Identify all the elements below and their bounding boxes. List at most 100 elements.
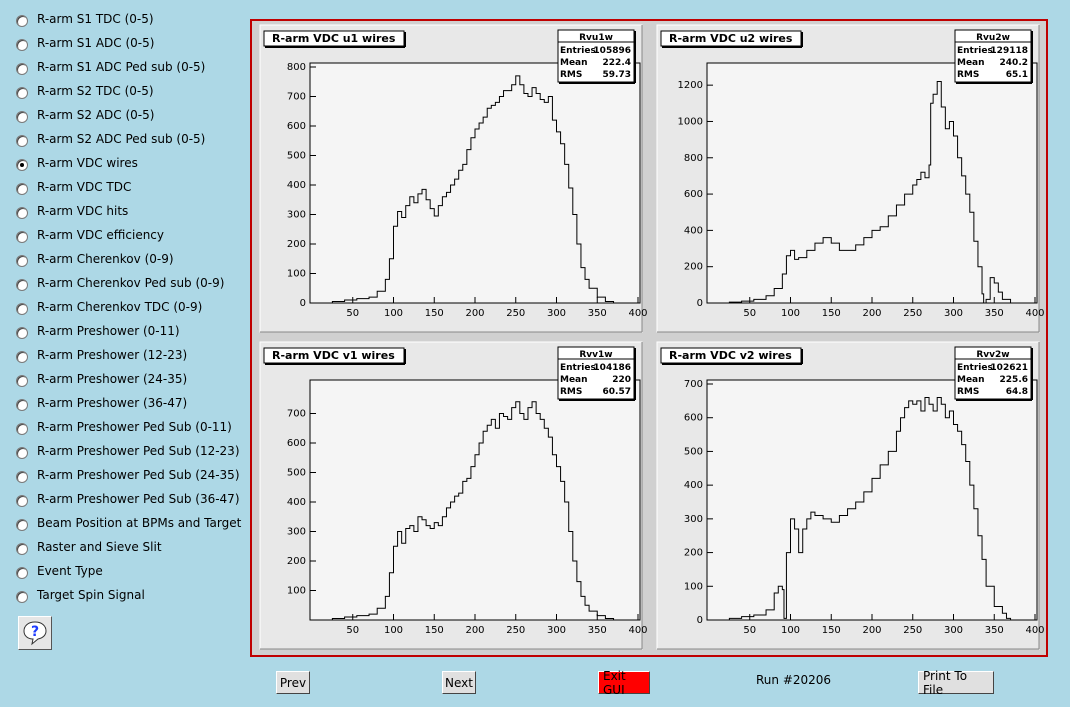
radio-option[interactable]: R-arm S1 ADC Ped sub (0-5) bbox=[16, 58, 241, 82]
x-tick-label: 150 bbox=[425, 308, 444, 319]
radio-option[interactable]: R-arm VDC efficiency bbox=[16, 226, 241, 250]
help-button[interactable]: ? bbox=[18, 616, 52, 650]
histogram-title: R-arm VDC v2 wires bbox=[669, 349, 792, 362]
radio-option[interactable]: R-arm Preshower (0-11) bbox=[16, 322, 241, 346]
print-to-file-button[interactable]: Print To File bbox=[918, 669, 994, 697]
radio-unselected-icon[interactable] bbox=[16, 207, 28, 219]
radio-option[interactable]: R-arm Preshower (36-47) bbox=[16, 394, 241, 418]
radio-label: R-arm S1 TDC (0-5) bbox=[37, 12, 154, 26]
radio-option[interactable]: R-arm Preshower (24-35) bbox=[16, 370, 241, 394]
radio-unselected-icon[interactable] bbox=[16, 567, 28, 579]
y-tick-label: 1000 bbox=[678, 116, 703, 127]
next-button[interactable]: Next bbox=[442, 671, 476, 694]
radio-label: R-arm S1 ADC Ped sub (0-5) bbox=[37, 60, 206, 74]
radio-label: R-arm S1 ADC (0-5) bbox=[37, 36, 155, 50]
radio-option[interactable]: R-arm Preshower (12-23) bbox=[16, 346, 241, 370]
radio-option[interactable]: R-arm S1 ADC (0-5) bbox=[16, 34, 241, 58]
radio-unselected-icon[interactable] bbox=[16, 63, 28, 75]
histogram-line bbox=[320, 75, 615, 304]
radio-unselected-icon[interactable] bbox=[16, 183, 28, 195]
exit-gui-button[interactable]: Exit GUI bbox=[598, 669, 650, 697]
radio-option[interactable]: R-arm VDC TDC bbox=[16, 178, 241, 202]
radio-unselected-icon[interactable] bbox=[16, 15, 28, 27]
y-tick-label: 600 bbox=[287, 121, 306, 132]
x-tick-label: 50 bbox=[743, 625, 756, 636]
radio-option[interactable]: R-arm S2 ADC Ped sub (0-5) bbox=[16, 130, 241, 154]
radio-unselected-icon[interactable] bbox=[16, 255, 28, 267]
histogram-line bbox=[717, 81, 1012, 304]
x-tick-label: 300 bbox=[547, 308, 566, 319]
y-tick-label: 0 bbox=[300, 298, 306, 309]
radio-unselected-icon[interactable] bbox=[16, 279, 28, 291]
radio-selected-icon[interactable] bbox=[16, 159, 28, 171]
radio-option[interactable]: R-arm Preshower Ped Sub (0-11) bbox=[16, 418, 241, 442]
x-tick-label: 400 bbox=[628, 625, 647, 636]
radio-unselected-icon[interactable] bbox=[16, 543, 28, 555]
radio-unselected-icon[interactable] bbox=[16, 327, 28, 339]
y-tick-label: 600 bbox=[684, 189, 703, 200]
radio-unselected-icon[interactable] bbox=[16, 495, 28, 507]
stats-value: 222.4 bbox=[603, 58, 631, 68]
radio-option[interactable]: R-arm Cherenkov TDC (0-9) bbox=[16, 298, 241, 322]
radio-option[interactable]: Event Type bbox=[16, 562, 241, 586]
radio-unselected-icon[interactable] bbox=[16, 231, 28, 243]
histogram-canvas[interactable]: 0 100 200 300 400 500 600 700 800 50 100 150 200 250 3… bbox=[250, 19, 1048, 657]
radio-unselected-icon[interactable] bbox=[16, 351, 28, 363]
radio-unselected-icon[interactable] bbox=[16, 375, 28, 387]
radio-option[interactable]: R-arm Cherenkov Ped sub (0-9) bbox=[16, 274, 241, 298]
radio-unselected-icon[interactable] bbox=[16, 303, 28, 315]
radio-unselected-icon[interactable] bbox=[16, 591, 28, 603]
histogram-line bbox=[717, 396, 1012, 621]
x-tick-label: 350 bbox=[588, 308, 607, 319]
x-tick-label: 400 bbox=[628, 308, 647, 319]
stats-key: RMS bbox=[560, 387, 582, 397]
radio-label: Target Spin Signal bbox=[37, 588, 145, 602]
radio-option[interactable]: R-arm Preshower Ped Sub (12-23) bbox=[16, 442, 241, 466]
radio-unselected-icon[interactable] bbox=[16, 423, 28, 435]
histogram-pad: 0 100 200 300 400 500 600 700 800 50 100 150 200 250 3… bbox=[259, 24, 648, 333]
x-tick-label: 100 bbox=[781, 308, 800, 319]
radio-option[interactable]: Raster and Sieve Slit bbox=[16, 538, 241, 562]
y-tick-label: 600 bbox=[287, 438, 306, 449]
radio-label: R-arm Preshower (12-23) bbox=[37, 348, 188, 362]
radio-unselected-icon[interactable] bbox=[16, 87, 28, 99]
radio-unselected-icon[interactable] bbox=[16, 135, 28, 147]
radio-option[interactable]: Beam Position at BPMs and Target bbox=[16, 514, 241, 538]
stats-value: 64.8 bbox=[1006, 387, 1028, 397]
stats-name: Rvv1w bbox=[579, 350, 612, 360]
radio-label: R-arm VDC TDC bbox=[37, 180, 132, 194]
y-tick-label: 100 bbox=[684, 581, 703, 592]
radio-option[interactable]: R-arm S2 TDC (0-5) bbox=[16, 82, 241, 106]
stats-key: Entries bbox=[560, 363, 596, 373]
radio-option[interactable]: R-arm S2 ADC (0-5) bbox=[16, 106, 241, 130]
y-tick-label: 200 bbox=[287, 239, 306, 250]
radio-unselected-icon[interactable] bbox=[16, 39, 28, 51]
y-tick-label: 800 bbox=[287, 62, 306, 73]
prev-button[interactable]: Prev bbox=[276, 671, 310, 694]
x-tick-label: 50 bbox=[346, 625, 359, 636]
radio-unselected-icon[interactable] bbox=[16, 111, 28, 123]
x-tick-label: 250 bbox=[903, 308, 922, 319]
radio-option[interactable]: R-arm Preshower Ped Sub (24-35) bbox=[16, 466, 241, 490]
radio-unselected-icon[interactable] bbox=[16, 519, 28, 531]
x-tick-label: 350 bbox=[985, 308, 1004, 319]
radio-option[interactable]: R-arm Cherenkov (0-9) bbox=[16, 250, 241, 274]
stats-key: Entries bbox=[957, 46, 993, 56]
radio-unselected-icon[interactable] bbox=[16, 399, 28, 411]
radio-option[interactable]: Target Spin Signal bbox=[16, 586, 241, 610]
radio-label: R-arm S2 ADC Ped sub (0-5) bbox=[37, 132, 206, 146]
x-tick-label: 100 bbox=[781, 625, 800, 636]
stats-value: 220 bbox=[612, 375, 631, 385]
y-tick-label: 300 bbox=[287, 527, 306, 538]
stats-key: Mean bbox=[957, 375, 985, 385]
radio-option[interactable]: R-arm VDC hits bbox=[16, 202, 241, 226]
radio-unselected-icon[interactable] bbox=[16, 447, 28, 459]
stats-key: RMS bbox=[957, 387, 979, 397]
radio-option[interactable]: R-arm Preshower Ped Sub (36-47) bbox=[16, 490, 241, 514]
radio-unselected-icon[interactable] bbox=[16, 471, 28, 483]
histogram-pad: 100 200 300 400 500 600 700 50 100 150 200 250 300 35… bbox=[259, 341, 648, 650]
radio-option[interactable]: R-arm VDC wires bbox=[16, 154, 241, 178]
y-tick-label: 200 bbox=[684, 262, 703, 273]
radio-option[interactable]: R-arm S1 TDC (0-5) bbox=[16, 10, 241, 34]
